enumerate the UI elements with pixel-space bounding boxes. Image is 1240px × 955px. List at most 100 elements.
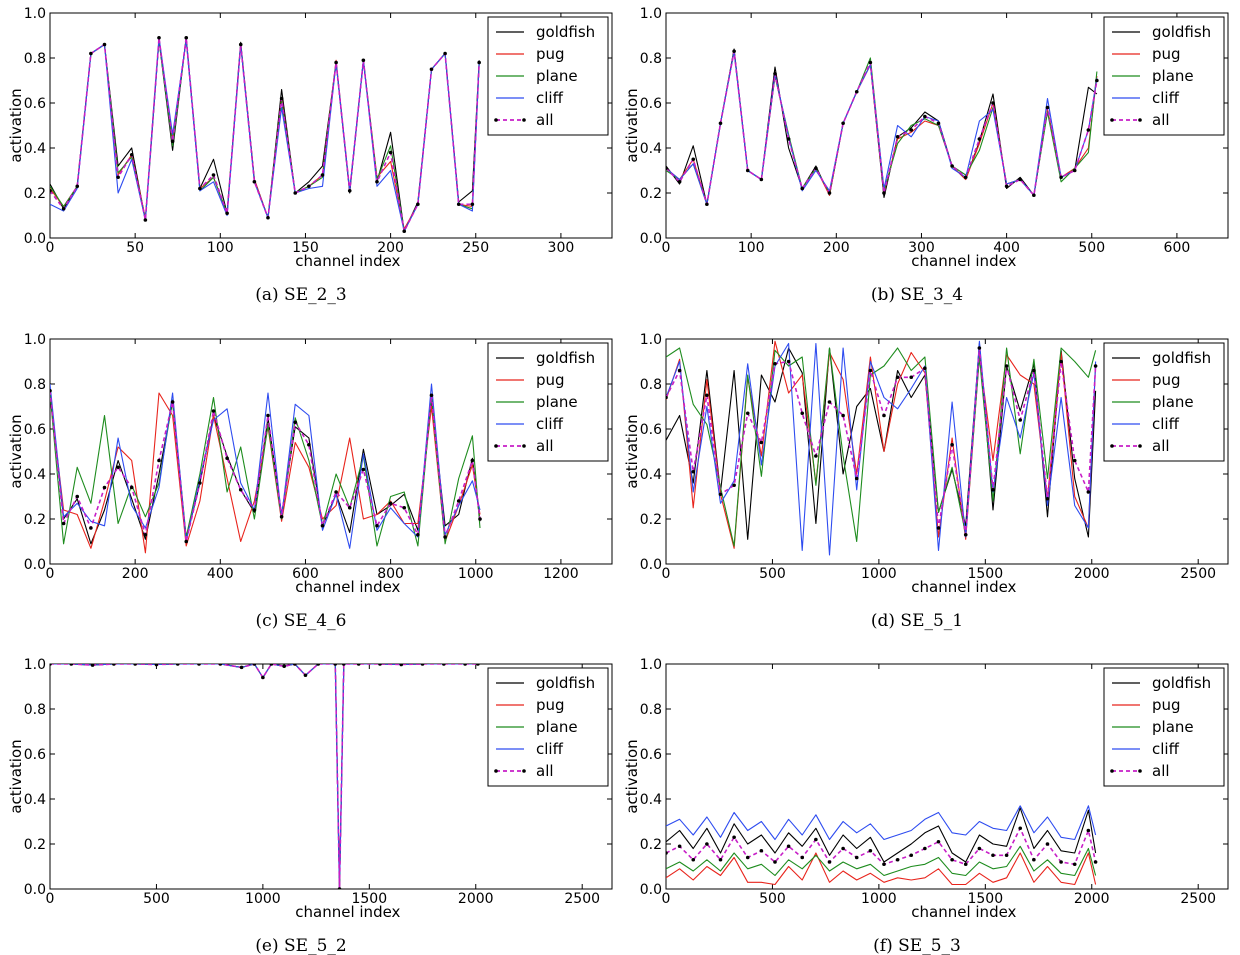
x-tick-label: 500	[143, 891, 170, 907]
x-tick-label: 2500	[564, 891, 600, 907]
legend-label-pug: pug	[536, 45, 565, 63]
legend-label-cliff: cliff	[536, 89, 564, 107]
data-point-all	[211, 409, 216, 413]
x-tick-label: 2000	[1074, 566, 1110, 582]
data-point-all	[895, 857, 900, 862]
x-axis-label: channel index	[295, 903, 400, 921]
legend-label-cliff: cliff	[536, 415, 564, 433]
data-point-all	[677, 179, 682, 184]
legend-label-cliff: cliff	[1152, 415, 1180, 433]
x-tick-label: 1500	[967, 566, 1003, 582]
y-tick-label: 0.8	[640, 377, 662, 393]
chart-caption: (e) SE_5_2	[255, 936, 346, 955]
legend-label-all: all	[536, 111, 554, 129]
data-point-all	[827, 191, 832, 195]
data-point-all	[1004, 184, 1009, 189]
legend-label-cliff: cliff	[536, 740, 564, 758]
data-point-all	[261, 675, 265, 680]
series-line-plane	[50, 392, 481, 547]
x-axis-label: channel index	[911, 252, 1016, 270]
legend: goldfish pug plane cliff all	[1103, 342, 1225, 462]
data-point-all	[154, 664, 159, 667]
data-point-all	[718, 492, 723, 497]
legend-label-plane: plane	[536, 67, 578, 85]
data-point-all	[279, 514, 284, 519]
x-tick-label: 2000	[1074, 891, 1110, 907]
data-point-all	[827, 860, 832, 864]
legend-label-cliff: cliff	[1152, 89, 1180, 107]
data-point-all	[133, 664, 137, 666]
data-point-all	[50, 664, 52, 666]
x-tick-label: 1000	[861, 891, 897, 907]
y-tick-label: 0.2	[24, 186, 46, 202]
data-point-all	[745, 168, 750, 173]
data-point-all	[677, 844, 682, 849]
x-tick-label: 300	[548, 240, 575, 256]
data-point-all	[416, 532, 420, 537]
data-point-all	[402, 505, 407, 510]
data-point-all	[991, 487, 995, 492]
legend-label-goldfish: goldfish	[1152, 23, 1211, 41]
legend-label-goldfish: goldfish	[536, 674, 595, 692]
data-point-all	[786, 844, 791, 849]
data-point-all	[157, 35, 161, 40]
data-point-all	[477, 60, 481, 65]
legend-marker	[522, 444, 526, 448]
data-point-all	[252, 179, 257, 184]
data-point-all	[773, 860, 777, 864]
x-tick-label: 400	[207, 566, 234, 582]
data-point-all	[786, 359, 791, 364]
data-point-all	[759, 177, 764, 182]
y-tick-label: 0.0	[24, 231, 46, 247]
x-tick-label: 300	[908, 240, 935, 256]
x-tick-label: 600	[292, 566, 319, 582]
data-point-all	[718, 857, 723, 862]
legend-label-pug: pug	[1152, 696, 1181, 714]
data-point-all	[442, 664, 446, 666]
data-point-all	[198, 186, 202, 191]
data-point-all	[347, 188, 352, 193]
data-point-all	[991, 101, 995, 105]
y-tick-label: 0.0	[640, 557, 662, 573]
data-point-all	[909, 375, 914, 380]
x-tick-label: 50	[126, 240, 144, 256]
legend: goldfish pug plane cliff all	[1103, 16, 1225, 136]
legend-label-plane: plane	[1152, 718, 1194, 736]
legend-label-all: all	[536, 762, 554, 780]
legend-marker	[522, 118, 526, 122]
series-line-all	[666, 50, 1098, 206]
data-point-all	[361, 467, 366, 472]
data-point-all	[320, 173, 325, 177]
data-point-all	[50, 388, 52, 393]
legend-marker	[522, 769, 526, 773]
legend-marker	[1110, 118, 1114, 122]
legend: goldfish pug plane cliff all	[487, 342, 609, 462]
data-point-all	[266, 215, 270, 220]
series-group	[50, 383, 482, 554]
data-point-all	[443, 51, 447, 56]
series-line-pug	[666, 852, 1097, 886]
series-line-plane	[666, 845, 1097, 877]
data-point-all	[269, 664, 274, 666]
data-point-all	[402, 229, 407, 234]
data-point-all	[279, 96, 284, 101]
data-point-all	[238, 42, 243, 47]
chart-panel-3: 0.0 0.2 0.4 0.6 0.8 1.0 0 200 400 600 800 1000 1200 c…	[7, 332, 613, 631]
x-axis-label: channel index	[295, 252, 400, 270]
y-tick-label: 0.6	[640, 96, 662, 112]
y-tick-label: 1.0	[24, 6, 46, 22]
data-point-all	[1086, 490, 1091, 494]
chart-caption: (a) SE_2_3	[255, 285, 347, 305]
data-point-all	[211, 173, 216, 177]
legend-marker	[1138, 118, 1142, 122]
y-tick-label: 0.4	[24, 141, 46, 157]
data-point-all	[773, 361, 777, 366]
data-point-all	[977, 137, 982, 141]
x-tick-label: 100	[738, 240, 765, 256]
x-tick-label: 2500	[1180, 566, 1216, 582]
data-point-all	[429, 393, 434, 398]
data-point-all	[170, 400, 175, 404]
data-point-all	[307, 184, 311, 189]
y-tick-label: 0.2	[640, 512, 662, 528]
data-point-all	[1093, 364, 1098, 368]
